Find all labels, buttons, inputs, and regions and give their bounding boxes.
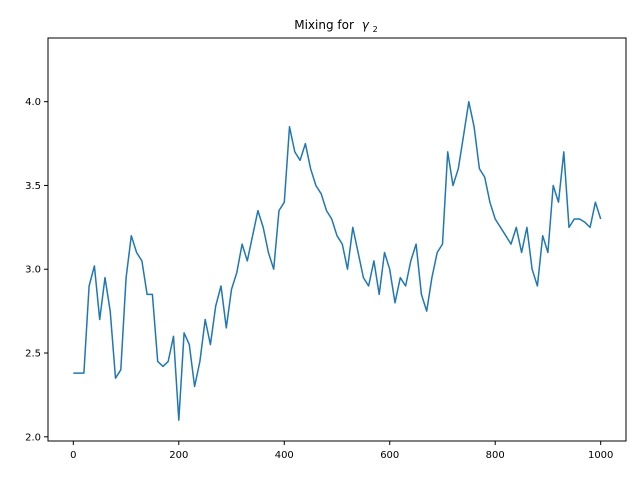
- y-tick-label: 4.0: [25, 97, 41, 108]
- x-tick-label: 400: [275, 450, 294, 461]
- chart-title-symbol: γ: [362, 18, 370, 32]
- series-layer: [73, 100, 602, 421]
- x-tick-label: 800: [486, 450, 505, 461]
- plot-area-frame: [47, 37, 627, 442]
- chart-title-subscript: 2: [373, 25, 378, 34]
- ticks-layer: 0 200 400 600 800 1000 2.0 2.5 3.0 3.5 4.0: [25, 97, 613, 461]
- chart-title-text: Mixing for: [294, 18, 354, 32]
- series-line-0: [73, 100, 602, 421]
- x-tick-label: 0: [70, 450, 76, 461]
- y-tick-label: 2.0: [25, 432, 41, 443]
- y-tick-label: 3.5: [25, 181, 41, 192]
- y-tick-label: 2.5: [25, 349, 41, 360]
- y-tick-label: 3.0: [25, 265, 41, 276]
- chart-title: Mixing for γ 2: [294, 18, 378, 34]
- x-tick-label: 600: [380, 450, 399, 461]
- x-tick-label: 200: [169, 450, 188, 461]
- x-tick-label: 1000: [588, 450, 613, 461]
